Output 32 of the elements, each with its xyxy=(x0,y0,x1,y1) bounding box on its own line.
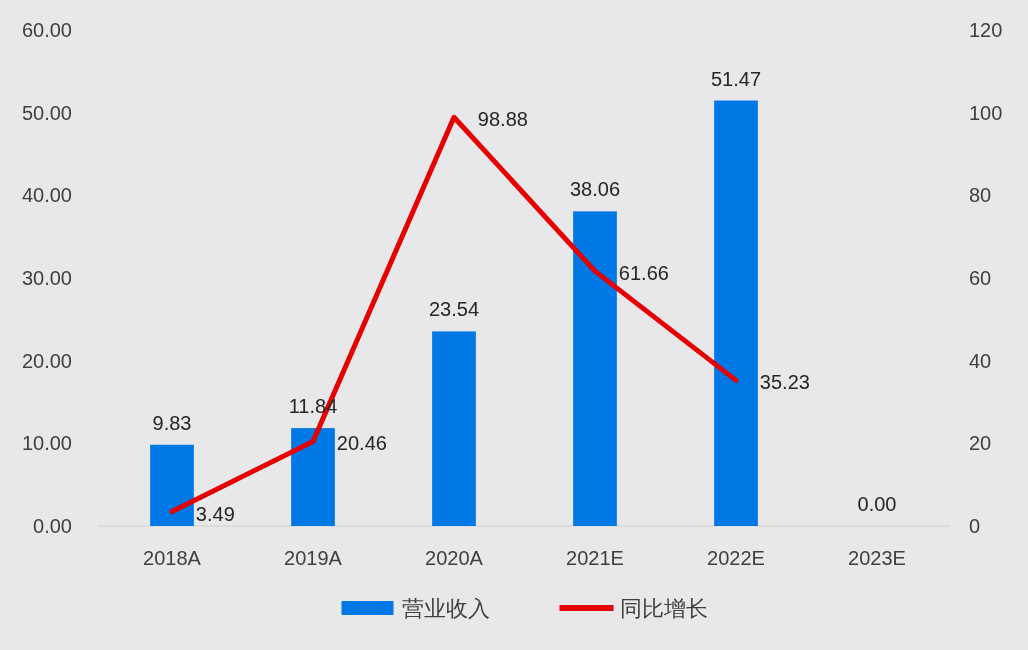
data-label: 3.49 xyxy=(195,502,235,525)
data-label: 35.23 xyxy=(759,371,810,394)
y2-tick-label: 40 xyxy=(969,349,992,372)
x-tick-label: 2022E xyxy=(707,547,765,569)
y-tick-label: 40.00 xyxy=(21,184,72,207)
data-label: 51.47 xyxy=(710,67,762,90)
data-label: 0.00 xyxy=(857,493,897,515)
y-tick-label: 0.00 xyxy=(33,515,72,537)
legend-label: 营业收入 xyxy=(401,595,490,621)
x-tick-label: 2021E xyxy=(566,547,624,569)
data-label: 38.06 xyxy=(569,178,621,201)
x-tick-label: 2018A xyxy=(143,547,201,569)
x-tick-label: 2023E xyxy=(848,547,906,569)
x-tick-label: 2019A xyxy=(284,547,342,569)
data-label: 23.54 xyxy=(428,298,480,321)
x-tick-label: 2020A xyxy=(425,547,483,569)
legend-label: 同比增长 xyxy=(619,595,708,621)
y2-tick-label: 80 xyxy=(969,184,992,207)
data-label: 98.88 xyxy=(477,108,528,131)
data-label: 9.83 xyxy=(152,411,192,434)
y-tick-label: 30.00 xyxy=(21,267,72,289)
y2-tick-label: 0 xyxy=(969,515,981,537)
y-tick-label: 60.00 xyxy=(21,19,72,41)
y-tick-label: 20.00 xyxy=(21,349,72,372)
y-tick-label: 10.00 xyxy=(21,432,72,455)
y2-tick-label: 20 xyxy=(969,432,992,455)
y2-tick-label: 60 xyxy=(969,267,992,289)
y-tick-label: 50.00 xyxy=(21,101,72,124)
data-label: 20.46 xyxy=(336,432,387,455)
data-label: 61.66 xyxy=(618,262,669,285)
y2-tick-label: 120 xyxy=(969,19,1003,41)
y2-tick-label: 100 xyxy=(969,101,1003,124)
